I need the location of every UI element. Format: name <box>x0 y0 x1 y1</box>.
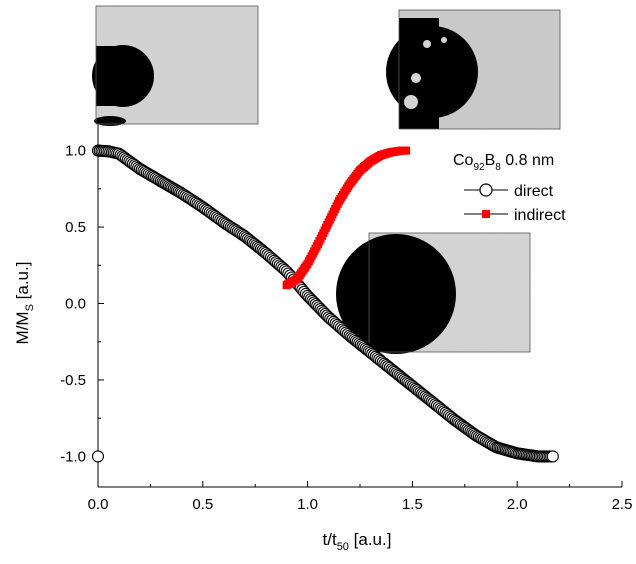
x-tick-label: 0.5 <box>192 496 213 513</box>
series-indirect-markers <box>282 146 411 290</box>
legend: Co92B8 0.8 nm direct indirect <box>453 152 566 224</box>
y-tick-label: 0.0 <box>65 296 86 313</box>
legend-indirect-marker <box>482 210 490 218</box>
isolated-point <box>91 450 105 463</box>
x-ticks: 0.0 0.5 1.0 1.5 2.0 2.5 <box>88 481 633 513</box>
y-ticks: -1.0 -0.5 0.0 0.5 1.0 <box>60 143 104 465</box>
isolated-points <box>91 450 105 463</box>
y-axis-title: M/MS [a.u.] <box>13 262 36 345</box>
legend-direct-label: direct <box>514 183 554 200</box>
direct-point <box>546 450 559 463</box>
y-tick-label: -0.5 <box>60 372 86 389</box>
series-direct-markers <box>91 144 559 463</box>
legend-title: Co92B8 0.8 nm <box>453 152 554 173</box>
y-tick-label: 0.5 <box>65 219 86 236</box>
x-tick-label: 1.0 <box>297 496 318 513</box>
inset-direct-domain <box>336 232 531 354</box>
legend-indirect-label: indirect <box>514 207 566 224</box>
y-tick-label: 1.0 <box>65 143 86 160</box>
x-tick-label: 2.5 <box>612 496 633 513</box>
legend-direct-marker <box>479 183 493 197</box>
indirect-point <box>402 146 411 155</box>
x-axis-title: t/t50 [a.u.] <box>323 530 392 553</box>
x-tick-label: 2.0 <box>507 496 528 513</box>
inset-indirect-domain <box>386 9 561 130</box>
x-tick-label: 0.0 <box>88 496 109 513</box>
x-tick-label: 1.5 <box>402 496 423 513</box>
y-tick-label: -1.0 <box>60 448 86 465</box>
inset-initial-domain <box>92 5 259 126</box>
